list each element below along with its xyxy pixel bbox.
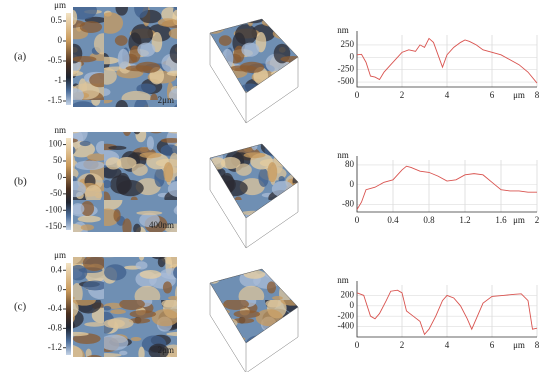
x-tick-label: 2 <box>400 340 405 350</box>
panel-label: (b) <box>14 176 27 188</box>
colorbar <box>66 138 71 230</box>
x-tick-label: 8 <box>535 340 540 350</box>
colorbar-tick-label: 50 <box>53 155 63 165</box>
profile-line <box>356 289 538 336</box>
y-tick-label: -200 <box>338 310 355 320</box>
afm-3d-edges <box>209 283 299 372</box>
x-tick-label: 0 <box>355 90 360 100</box>
colorbar-tick-label: -0.8 <box>48 322 63 332</box>
y-unit: nm <box>337 275 349 285</box>
x-tick-label: 2 <box>535 215 540 225</box>
x-unit: μm <box>513 340 525 350</box>
colorbar-tick-label: -1.5 <box>48 95 63 105</box>
afm-3d-view <box>209 143 299 219</box>
colorbar-unit: nm <box>54 125 66 135</box>
x-tick-label: 4 <box>445 90 450 100</box>
x-tick-label: 0.8 <box>423 215 435 225</box>
scale-bar: 400nm <box>149 220 174 230</box>
x-tick-label: 6 <box>490 340 495 350</box>
y-tick-label: -250 <box>338 64 355 74</box>
colorbar <box>66 263 71 355</box>
panel-label: (a) <box>14 51 27 63</box>
colorbar-tick-label: 0 <box>58 35 63 45</box>
afm-image <box>73 257 177 357</box>
x-tick-label: 6 <box>490 90 495 100</box>
afm-3d-edges <box>209 33 299 124</box>
colorbar-tick-label: 100 <box>49 139 63 149</box>
scale-bar: 2μm <box>158 345 174 355</box>
axes <box>356 281 537 338</box>
y-unit: nm <box>337 150 349 160</box>
y-tick-label: 250 <box>341 39 355 49</box>
colorbar-unit: μm <box>54 250 66 260</box>
axes <box>356 156 537 213</box>
colorbar-unit: μm <box>54 0 66 10</box>
x-tick-label: 0 <box>355 340 360 350</box>
scale-bar: 2μm <box>158 95 174 105</box>
y-tick-label: 0 <box>350 300 355 310</box>
colorbar-tick-label: 0.5 <box>51 15 63 25</box>
colorbar-tick-label: -1.2 <box>48 342 62 352</box>
afm-image <box>73 132 177 232</box>
profile-line <box>356 165 537 210</box>
y-tick-label: 200 <box>341 289 355 299</box>
colorbar-tick-label: -0.4 <box>48 303 63 313</box>
colorbar-tick-label: 0 <box>58 171 63 181</box>
x-tick-label: 0 <box>355 215 360 225</box>
y-tick-label: 0 <box>350 51 355 61</box>
x-tick-label: 1.2 <box>459 215 470 225</box>
x-tick-label: 8 <box>535 90 540 100</box>
panel-label: (c) <box>14 301 27 313</box>
colorbar-tick-label: 0 <box>58 284 63 294</box>
colorbar-tick-label: -150 <box>46 221 63 231</box>
colorbar <box>66 13 71 105</box>
x-tick-label: 1.6 <box>495 215 507 225</box>
y-tick-label: 80 <box>345 159 355 169</box>
colorbar-tick-label: -100 <box>46 204 63 214</box>
y-tick-label: -400 <box>338 321 355 331</box>
colorbar-tick-label: -1 <box>55 75 63 85</box>
afm-3d-edges <box>209 158 299 249</box>
profile-line <box>356 37 538 84</box>
x-tick-label: 0.4 <box>387 215 399 225</box>
afm-3d-view <box>209 18 299 94</box>
x-unit: μm <box>513 215 525 225</box>
x-tick-label: 2 <box>400 90 405 100</box>
y-unit: nm <box>337 25 349 35</box>
colorbar-tick-label: -50 <box>50 188 62 198</box>
afm-image <box>73 7 177 107</box>
afm-3d-view <box>209 268 299 344</box>
colorbar-tick-label: -0.5 <box>48 55 63 65</box>
y-tick-label: -80 <box>342 199 354 209</box>
colorbar-tick-label: 0.4 <box>51 264 63 274</box>
x-tick-label: 4 <box>445 340 450 350</box>
y-tick-label: -500 <box>338 76 355 86</box>
x-unit: μm <box>513 90 525 100</box>
y-tick-label: 0 <box>350 179 355 189</box>
axes <box>356 31 537 88</box>
